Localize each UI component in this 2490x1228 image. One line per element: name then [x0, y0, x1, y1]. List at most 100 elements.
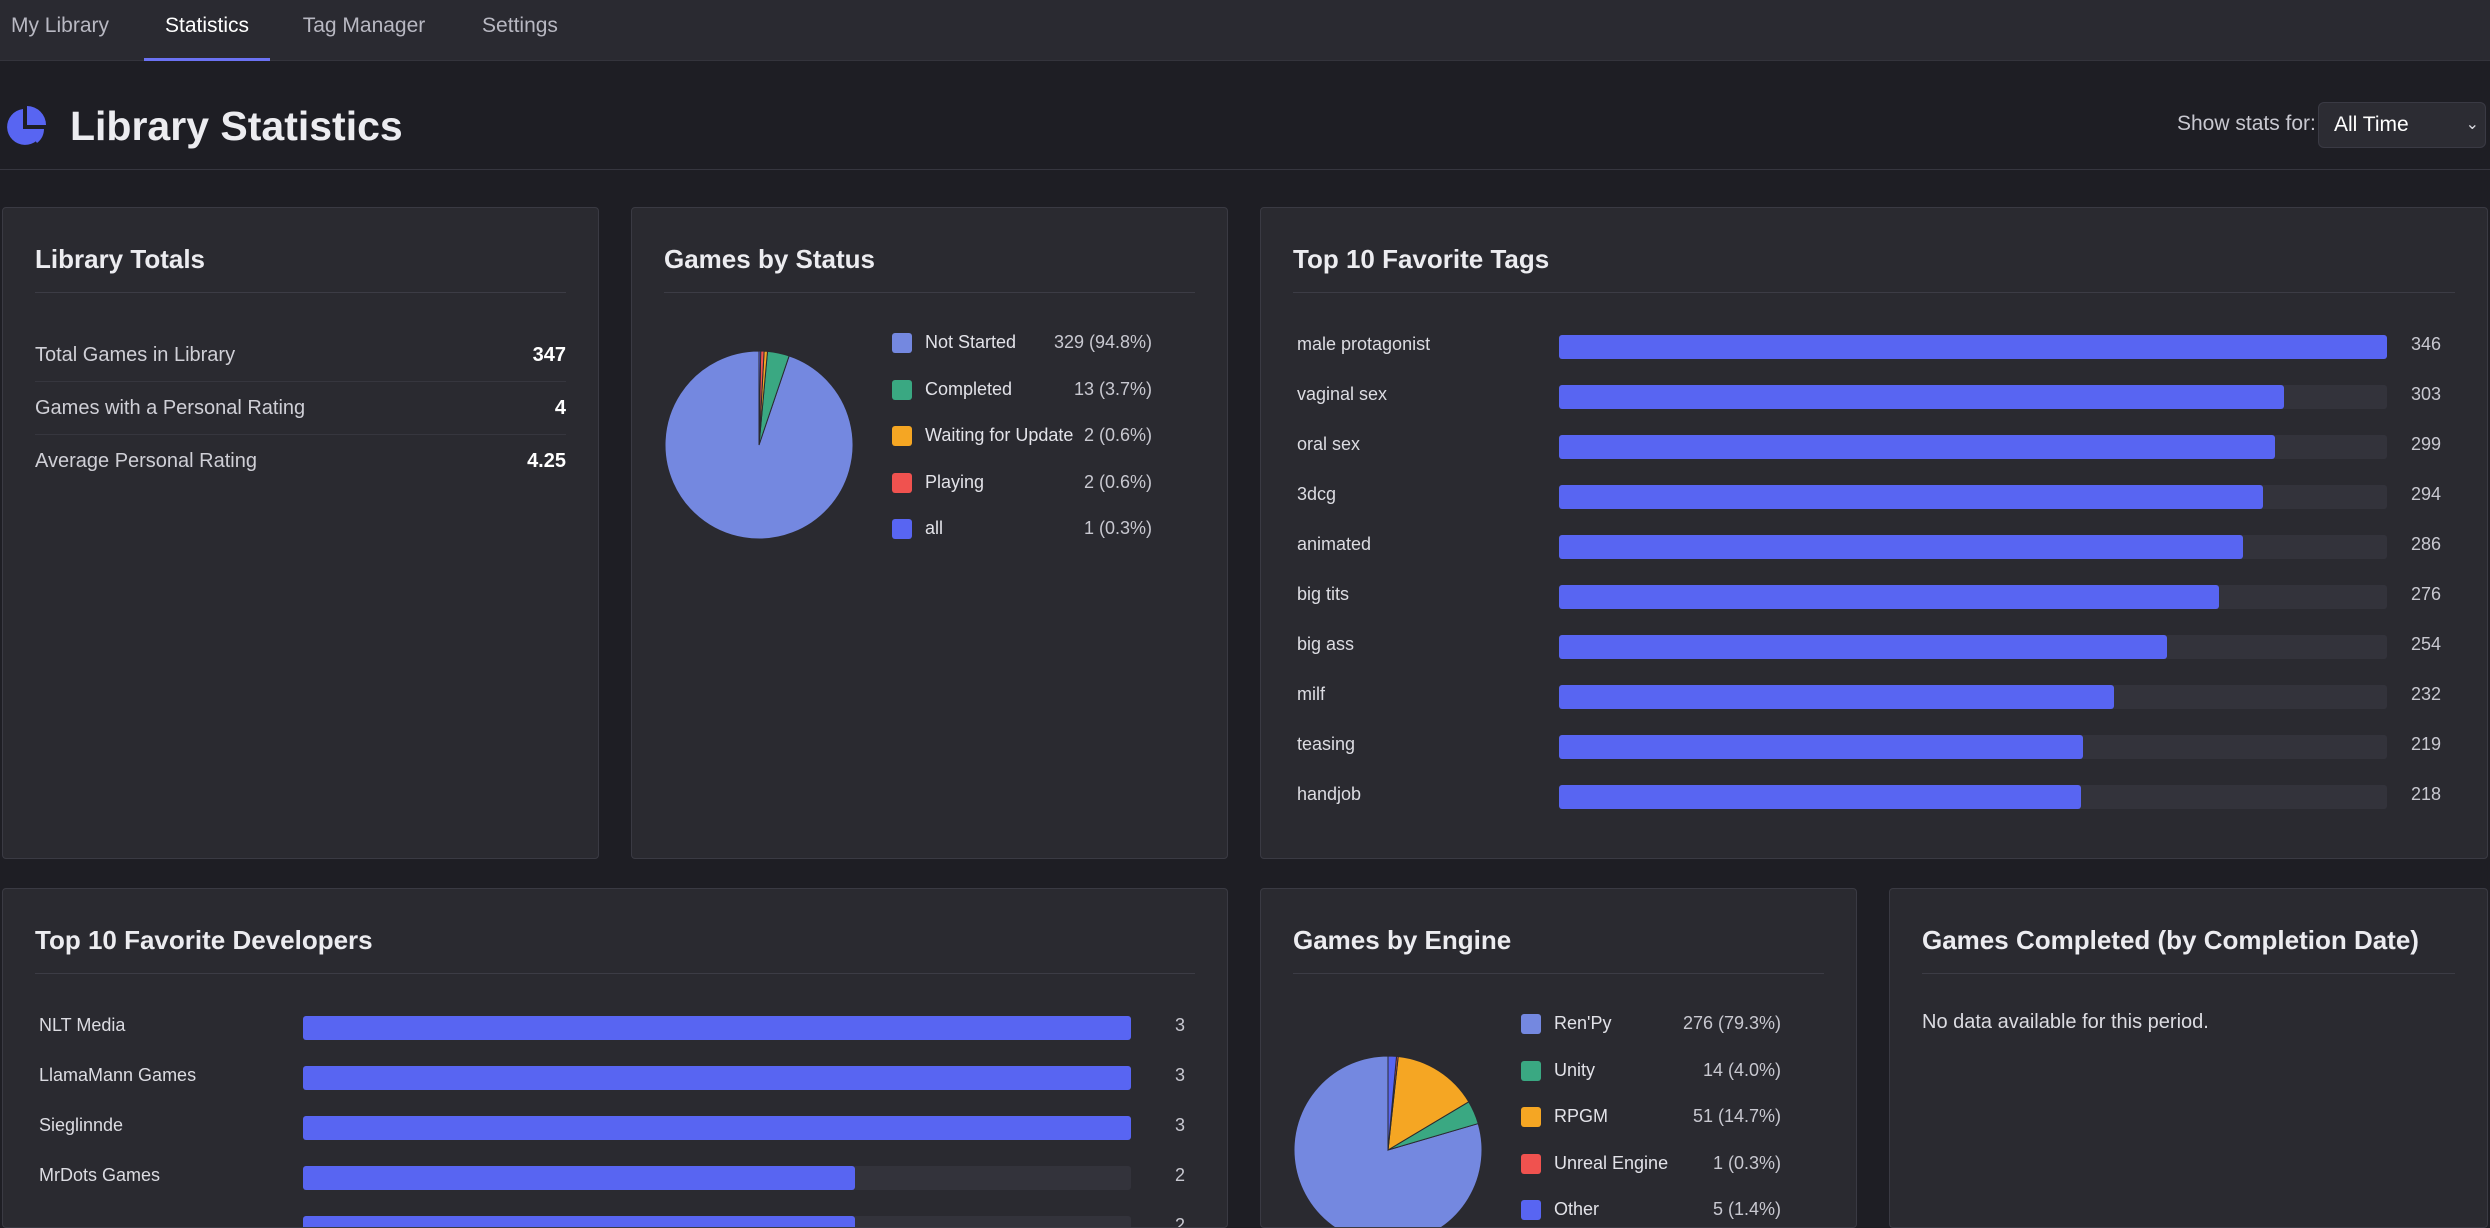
bar-row[interactable]: Sieglinnde 3: [39, 1109, 1211, 1145]
legend-item[interactable]: Not Started 329 (94.8%): [892, 328, 1152, 358]
bar-row[interactable]: 2: [39, 1209, 1211, 1228]
stat-label: Total Games in Library: [35, 344, 236, 366]
card-title: Games Completed (by Completion Date): [1922, 925, 2419, 955]
bar-fill: [303, 1216, 855, 1227]
bar-count: 346: [2410, 334, 2441, 354]
legend-swatch: [892, 426, 912, 446]
period-select-value: All Time: [2334, 113, 2409, 136]
stat-label: Average Personal Rating: [35, 450, 257, 472]
bar-count: 219: [2410, 734, 2441, 754]
legend-item[interactable]: Other 5 (1.4%): [1521, 1195, 1781, 1225]
bar-label: big ass: [1297, 634, 1355, 654]
games-by-status-card: Games by Status Not Started 329 (94.8%) Co…: [631, 207, 1228, 859]
library-totals-card: Library Totals Total Games in Library 34…: [2, 207, 599, 859]
bar-row[interactable]: LlamaMann Games 3: [39, 1059, 1211, 1095]
legend-value: 329 (94.8%): [1053, 332, 1152, 352]
bar-track: [1559, 735, 2387, 759]
legend-item[interactable]: Unity 14 (4.0%): [1521, 1056, 1781, 1086]
bar-track: [1559, 385, 2387, 409]
bar-fill: [1559, 735, 2084, 759]
bar-track: [1559, 685, 2387, 709]
bar-count: 2: [1174, 1165, 1185, 1185]
bar-count: 218: [2410, 784, 2441, 804]
bar-count: 3: [1174, 1065, 1185, 1085]
top-nav: My Library Statistics Tag Manager Settin…: [0, 0, 2490, 61]
bar-fill: [1559, 385, 2285, 409]
legend-label: all: [925, 518, 944, 538]
stat-label: Games with a Personal Rating: [35, 397, 306, 419]
legend-value: 13 (3.7%): [1073, 378, 1152, 399]
legend-value: 1 (0.3%): [1083, 518, 1152, 538]
chevron-down-icon: ⌄: [2465, 116, 2479, 133]
bar-label: Sieglinnde: [39, 1115, 124, 1135]
bar-row[interactable]: male protagonist 346: [1297, 328, 2467, 364]
tab-tag-manager[interactable]: Tag Manager: [302, 14, 426, 37]
tab-my-library[interactable]: My Library: [10, 14, 110, 37]
period-label: Show stats for:: [2177, 112, 2316, 135]
bar-track: [1559, 635, 2387, 659]
page-title: Library Statistics: [70, 103, 403, 149]
legend-item[interactable]: Completed 13 (3.7%): [892, 375, 1152, 405]
developers-bar-chart: NLT Media 3 LlamaMann Games 3 Sieglinnde 3 MrD…: [39, 1009, 1211, 1228]
bar-row[interactable]: handjob 218: [1297, 778, 2467, 814]
bar-count: 276: [2410, 584, 2441, 604]
bar-label: teasing: [1297, 734, 1356, 754]
bar-count: 3: [1174, 1115, 1185, 1135]
bar-row[interactable]: vaginal sex 303: [1297, 378, 2467, 414]
bar-track: [303, 1016, 1131, 1040]
legend-value: 2 (0.6%): [1083, 471, 1152, 492]
bar-row[interactable]: animated 286: [1297, 528, 2467, 564]
bar-row[interactable]: big ass 254: [1297, 628, 2467, 664]
legend-item[interactable]: Playing 2 (0.6%): [892, 468, 1152, 498]
legend-label: Playing: [925, 471, 985, 492]
period-select[interactable]: All Time ⌄: [2318, 102, 2486, 148]
bar-row[interactable]: big tits 276: [1297, 578, 2467, 614]
bar-row[interactable]: milf 232: [1297, 678, 2467, 714]
card-divider: [35, 292, 566, 293]
bar-track: [303, 1166, 1131, 1190]
bar-count: 232: [2410, 684, 2441, 704]
bar-count: 3: [1174, 1015, 1185, 1035]
bar-row[interactable]: 3dcg 294: [1297, 478, 2467, 514]
legend-item[interactable]: all 1 (0.3%): [892, 514, 1152, 544]
legend-value: 2 (0.6%): [1083, 425, 1152, 445]
legend-swatch: [1521, 1153, 1541, 1174]
bar-row[interactable]: MrDots Games 2: [39, 1159, 1211, 1195]
bar-track: [1559, 585, 2387, 609]
engine-legend: Ren'Py 276 (79.3%) Unity 14 (4.0%) RPGM 51 (1…: [1521, 1009, 1841, 1220]
pie-slice[interactable]: [1387, 1056, 1470, 1151]
bar-track: [1559, 785, 2387, 809]
top-developers-card: Top 10 Favorite Developers NLT Media 3 Lla…: [2, 888, 1228, 1228]
legend-swatch: [892, 472, 912, 493]
top-tags-card: Top 10 Favorite Tags male protagonist 346…: [1260, 207, 2488, 859]
card-title: Top 10 Favorite Tags: [1293, 244, 1550, 274]
legend-label: RPGM: [1554, 1106, 1608, 1126]
stat-value: 347: [532, 344, 566, 366]
legend-item[interactable]: Unreal Engine 1 (0.3%): [1521, 1149, 1781, 1179]
pie-slice[interactable]: [758, 350, 762, 446]
card-divider: [1293, 292, 2455, 293]
bar-row[interactable]: teasing 219: [1297, 728, 2467, 764]
legend-value: 1 (0.3%): [1712, 1152, 1781, 1173]
legend-label: Waiting for Update: [925, 425, 1074, 445]
legend-item[interactable]: RPGM 51 (14.7%): [1521, 1102, 1781, 1132]
bar-count: 2: [1174, 1215, 1185, 1228]
pie-slice[interactable]: [1387, 1055, 1398, 1151]
legend-value: 276 (79.3%): [1682, 1013, 1781, 1033]
legend-item[interactable]: Ren'Py 276 (79.3%): [1521, 1009, 1781, 1039]
legend-item[interactable]: Waiting for Update 2 (0.6%): [892, 421, 1152, 451]
bar-fill: [1559, 535, 2244, 559]
bar-label: animated: [1297, 534, 1372, 554]
bar-row[interactable]: NLT Media 3: [39, 1009, 1211, 1045]
stat-row-average-rating: Average Personal Rating 4.25: [35, 435, 566, 487]
status-legend: Not Started 329 (94.8%) Completed 13 (3.7%)…: [892, 328, 1212, 539]
bar-row[interactable]: oral sex 299: [1297, 428, 2467, 464]
tab-statistics[interactable]: Statistics: [144, 0, 270, 61]
bar-label: LlamaMann Games: [39, 1065, 197, 1085]
tab-settings[interactable]: Settings: [482, 14, 558, 37]
legend-swatch: [1521, 1200, 1541, 1220]
legend-value: 51 (14.7%): [1692, 1106, 1781, 1126]
bar-count: 299: [2410, 434, 2441, 454]
bar-track: [303, 1216, 1131, 1227]
bar-count: 294: [2410, 484, 2441, 504]
